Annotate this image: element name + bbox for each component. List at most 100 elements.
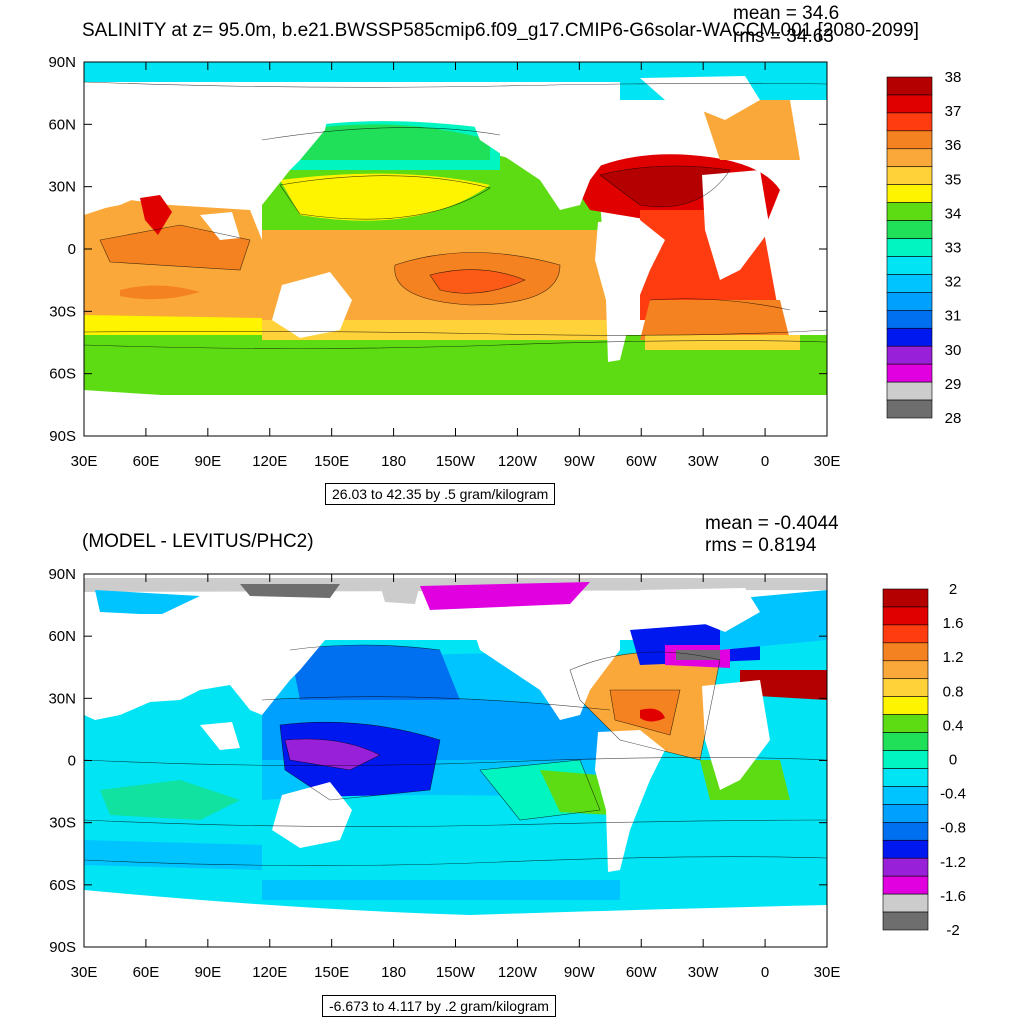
colorbar-swatch: [886, 94, 933, 114]
x-tick-label: 30W: [688, 964, 720, 981]
colorbar-label: 36: [945, 137, 962, 154]
x-tick-label: 120E: [252, 453, 287, 470]
top-colorbar: 38 37 36 35 34 33 32 31 30 29 28: [886, 69, 962, 427]
colorbar-label: -1.6: [940, 888, 966, 905]
x-tick-label: 0: [761, 964, 769, 981]
colorbar-label: 32: [945, 274, 962, 291]
y-tick-label: 60S: [49, 366, 76, 383]
colorbar-swatch: [886, 112, 933, 132]
y-tick-label: 30S: [49, 303, 76, 320]
colorbar-label: 0: [949, 752, 957, 769]
colorbar-swatch: [882, 696, 929, 715]
colorbar-label: 33: [945, 240, 962, 257]
colorbar-label: 0.8: [943, 683, 964, 700]
x-tick-label: 120W: [498, 453, 538, 470]
bottom-colorbar: 2 1.6 1.2 0.8 0.4 0 -0.4 -0.8 -1.2 -1.6 -2: [882, 581, 966, 939]
x-tick-label: 180: [381, 453, 406, 470]
colorbar-swatch: [882, 857, 929, 877]
colorbar-swatch: [886, 345, 933, 365]
bottom-map: [84, 574, 827, 947]
x-tick-label: 30E: [71, 964, 98, 981]
colorbar-swatch: [882, 588, 929, 608]
colorbar-label: 34: [945, 205, 962, 222]
x-tick-label: 30E: [814, 964, 841, 981]
colorbar-swatch: [882, 822, 929, 841]
colorbar-swatch: [886, 148, 933, 168]
bottom-axis-ticks: 30E 60E 90E 120E 150E 180 150W 120W 90W 60W 30W 0 30…: [48, 566, 840, 981]
colorbar-swatch: [882, 714, 929, 733]
y-tick-label: 0: [68, 753, 76, 770]
colorbar-swatch: [886, 220, 933, 239]
x-tick-label: 30W: [688, 453, 720, 470]
x-tick-label: 180: [381, 964, 406, 981]
colorbar-swatch: [886, 76, 933, 96]
x-tick-label: 90W: [564, 453, 596, 470]
colorbar-swatch: [882, 839, 929, 859]
y-tick-label: 0: [68, 241, 76, 258]
bottom-chart-title: (MODEL - LEVITUS/PHC2): [82, 531, 314, 552]
x-tick-label: 30E: [71, 453, 98, 470]
colorbar-swatch: [886, 327, 933, 347]
colorbar-label: 29: [945, 376, 962, 393]
colorbar-label: 37: [945, 103, 962, 120]
x-tick-label: 120W: [498, 964, 538, 981]
colorbar-swatch: [882, 804, 929, 823]
x-tick-label: 150E: [314, 964, 349, 981]
colorbar-swatch: [886, 238, 933, 257]
y-tick-label: 30N: [48, 690, 76, 707]
colorbar-swatch: [886, 310, 933, 329]
colorbar-swatch: [882, 768, 929, 787]
y-tick-label: 30S: [49, 815, 76, 832]
x-tick-label: 60W: [626, 964, 658, 981]
colorbar-swatch: [882, 911, 929, 931]
colorbar-label: 1.6: [943, 615, 964, 632]
colorbar-swatch: [882, 875, 929, 895]
y-tick-label: 60N: [48, 628, 76, 645]
top-rms-label: rms = 34.63: [733, 26, 834, 47]
x-tick-label: 0: [761, 453, 769, 470]
top-axis-ticks: 30E 60E 90E 120E 150E 180 150W 120W 90W 60W 30W 0 30…: [48, 54, 840, 470]
x-tick-label: 90W: [564, 964, 596, 981]
colorbar-swatch: [886, 363, 933, 383]
x-tick-label: 150W: [436, 453, 476, 470]
y-tick-label: 90N: [48, 54, 76, 71]
colorbar-swatch: [882, 893, 929, 913]
top-contour-info-box: 26.03 to 42.35 by .5 gram/kilogram: [325, 483, 556, 505]
bottom-contour-info-box: -6.673 to 4.117 by .2 gram/kilogram: [322, 995, 556, 1017]
colorbar-label: 38: [945, 69, 962, 86]
colorbar-swatch: [886, 202, 933, 221]
colorbar-swatch: [882, 750, 929, 769]
colorbar-swatch: [886, 184, 933, 203]
colorbar-swatch: [882, 732, 929, 751]
colorbar-swatch: [886, 166, 933, 185]
colorbar-swatch: [882, 660, 929, 680]
x-tick-label: 120E: [252, 964, 287, 981]
x-tick-label: 90E: [194, 964, 221, 981]
y-tick-label: 90S: [49, 939, 76, 956]
colorbar-label: 30: [945, 342, 962, 359]
x-tick-label: 60E: [133, 964, 160, 981]
x-tick-label: 150W: [436, 964, 476, 981]
y-tick-label: 90S: [49, 428, 76, 445]
colorbar-swatch: [882, 624, 929, 644]
colorbar-label: 28: [945, 410, 962, 427]
colorbar-label: -2: [946, 922, 959, 939]
top-mean-label: mean = 34.6: [733, 3, 840, 24]
colorbar-swatch: [882, 606, 929, 626]
y-tick-label: 60N: [48, 116, 76, 133]
colorbar-swatch: [886, 381, 933, 401]
x-tick-label: 90E: [194, 453, 221, 470]
colorbar-swatch: [882, 642, 929, 662]
colorbar-swatch: [886, 256, 933, 275]
y-tick-label: 60S: [49, 877, 76, 894]
colorbar-swatch: [882, 786, 929, 805]
colorbar-label: -0.4: [940, 786, 966, 803]
colorbar-label: 2: [949, 581, 957, 598]
colorbar-label: -0.8: [940, 820, 966, 837]
colorbar-label: 35: [945, 171, 962, 188]
y-tick-label: 30N: [48, 179, 76, 196]
colorbar-label: -1.2: [940, 854, 966, 871]
colorbar-label: 0.4: [943, 717, 964, 734]
top-chart-title: SALINITY at z= 95.0m, b.e21.BWSSP585cmip…: [82, 20, 919, 41]
